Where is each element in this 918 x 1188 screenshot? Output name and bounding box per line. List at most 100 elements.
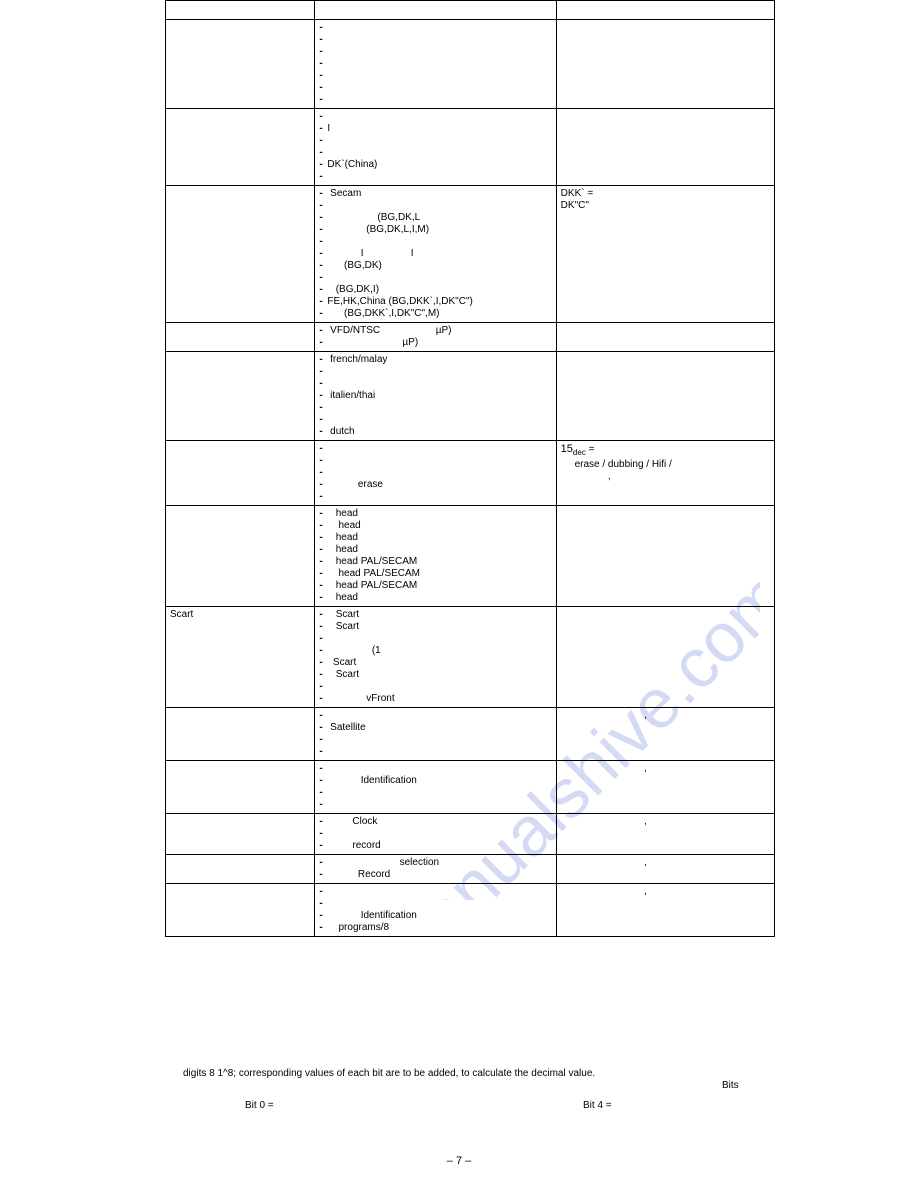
footer-note: digits 8 1^8; corresponding values of ea… xyxy=(183,1068,783,1080)
table-row: ------- xyxy=(166,20,775,109)
cell-a xyxy=(166,506,315,607)
dash-icon: - xyxy=(319,799,327,811)
dash-icon: - xyxy=(319,763,327,775)
bullet-line: - xyxy=(319,82,551,94)
cell-c xyxy=(556,1,774,20)
table-row: Scart- Scart- Scart-- (1- Scart- Scart--… xyxy=(166,607,775,708)
cell-c: 15dec = erase / dubbing / Hifi / , xyxy=(556,441,774,506)
cell-a xyxy=(166,1,315,20)
dash-icon: - xyxy=(319,633,327,645)
bullet-line: - dutch xyxy=(319,426,551,438)
bullet-line: - programs/8 xyxy=(319,922,551,934)
cell-a xyxy=(166,323,315,352)
cell-c xyxy=(556,20,774,109)
table-row: --I---DK`(China)- xyxy=(166,109,775,186)
line-text: erase xyxy=(327,479,383,490)
dash-icon: - xyxy=(319,491,327,503)
line-text: selection xyxy=(327,857,439,868)
bullet-line: - vFront xyxy=(319,693,551,705)
bullet-line: - xyxy=(319,272,551,284)
bullet-line: - head xyxy=(319,592,551,604)
cell-c: , xyxy=(556,708,774,761)
line-text: Scart xyxy=(327,609,359,620)
note-line: , xyxy=(561,763,770,775)
line-text: head xyxy=(327,592,358,603)
line-text: DK`(China) xyxy=(327,159,377,170)
dash-icon: - xyxy=(319,414,327,426)
bullet-line: - xyxy=(319,402,551,414)
dash-icon: - xyxy=(319,135,327,147)
bullet-line: - xyxy=(319,710,551,722)
cell-a xyxy=(166,352,315,441)
dash-icon: - xyxy=(319,378,327,390)
table-row: - VFD/NTSC µP)- µP) xyxy=(166,323,775,352)
bullet-line: - (1 xyxy=(319,645,551,657)
dash-icon: - xyxy=(319,34,327,46)
bullet-line: - xyxy=(319,633,551,645)
cell-c: , xyxy=(556,884,774,937)
dash-icon: - xyxy=(319,734,327,746)
bullet-line: - (BG,DK,I) xyxy=(319,284,551,296)
line-text: french/malay xyxy=(327,354,387,365)
bullet-line: - head xyxy=(319,508,551,520)
table-row: - french/malay--- italien/thai--- dutch xyxy=(166,352,775,441)
bullet-line: - french/malay xyxy=(319,354,551,366)
cell-c xyxy=(556,506,774,607)
cell-c xyxy=(556,352,774,441)
line-text: head xyxy=(327,544,358,555)
dash-icon: - xyxy=(319,828,327,840)
bullet-line: - head xyxy=(319,544,551,556)
bullet-line: - xyxy=(319,70,551,82)
cell-b: - french/malay--- italien/thai--- dutch xyxy=(315,352,556,441)
dash-icon: - xyxy=(319,366,327,378)
bullet-line: - xyxy=(319,34,551,46)
dash-icon: - xyxy=(319,443,327,455)
bullet-line: - xyxy=(319,200,551,212)
bullet-line: - xyxy=(319,414,551,426)
cell-a xyxy=(166,109,315,186)
bullet-line: - xyxy=(319,46,551,58)
line-text: Scart xyxy=(327,669,359,680)
dash-icon: - xyxy=(319,787,327,799)
bullet-line: - Satellite xyxy=(319,722,551,734)
bullet-line: - head xyxy=(319,520,551,532)
bullet-line: - head PAL/SECAM xyxy=(319,568,551,580)
cell-b: --I---DK`(China)- xyxy=(315,109,556,186)
note-line: 15dec = xyxy=(561,443,770,459)
line-text: (BG,DK,L,I,M) xyxy=(327,224,429,235)
cell-b: - selection- Record xyxy=(315,855,556,884)
bullet-line: - xyxy=(319,111,551,123)
bit4-label: Bit 4 = xyxy=(583,1100,612,1111)
line-text: Identification xyxy=(327,910,417,921)
bullet-line: - Secam xyxy=(319,188,551,200)
cell-b: ------- xyxy=(315,20,556,109)
bullet-line: - xyxy=(319,734,551,746)
dash-icon: - xyxy=(319,710,327,722)
bullet-line: - xyxy=(319,378,551,390)
cell-a xyxy=(166,884,315,937)
bullet-line: -FE,HK,China (BG,DKK`,I,DK"C") xyxy=(319,296,551,308)
bullet-line: - xyxy=(319,236,551,248)
bullet-line: - xyxy=(319,491,551,503)
bullet-line: - italien/thai xyxy=(319,390,551,402)
cell-c xyxy=(556,323,774,352)
line-text: head PAL/SECAM xyxy=(327,556,417,567)
note-line: , xyxy=(561,710,770,722)
cell-b: - VFD/NTSC µP)- µP) xyxy=(315,323,556,352)
line-text: FE,HK,China (BG,DKK`,I,DK"C") xyxy=(327,296,472,307)
table-row: - Clock-- record , xyxy=(166,814,775,855)
cell-b: - Clock-- record xyxy=(315,814,556,855)
table-row: - head- head- head- head- head PAL/SECAM… xyxy=(166,506,775,607)
dash-icon: - xyxy=(319,147,327,159)
bullet-line: - Scart xyxy=(319,669,551,681)
bullet-line: - Scart xyxy=(319,621,551,633)
bullet-line: - xyxy=(319,681,551,693)
dash-icon: - xyxy=(319,111,327,123)
bullet-line: - (BG,DK,L,I,M) xyxy=(319,224,551,236)
cell-a xyxy=(166,855,315,884)
bullet-line: - record xyxy=(319,840,551,852)
cell-c: , xyxy=(556,814,774,855)
line-text: (1 xyxy=(327,645,380,656)
bullet-line: - xyxy=(319,787,551,799)
page-content: ---------I---DK`(China)-- Secam-- (BG,DK… xyxy=(165,0,775,937)
